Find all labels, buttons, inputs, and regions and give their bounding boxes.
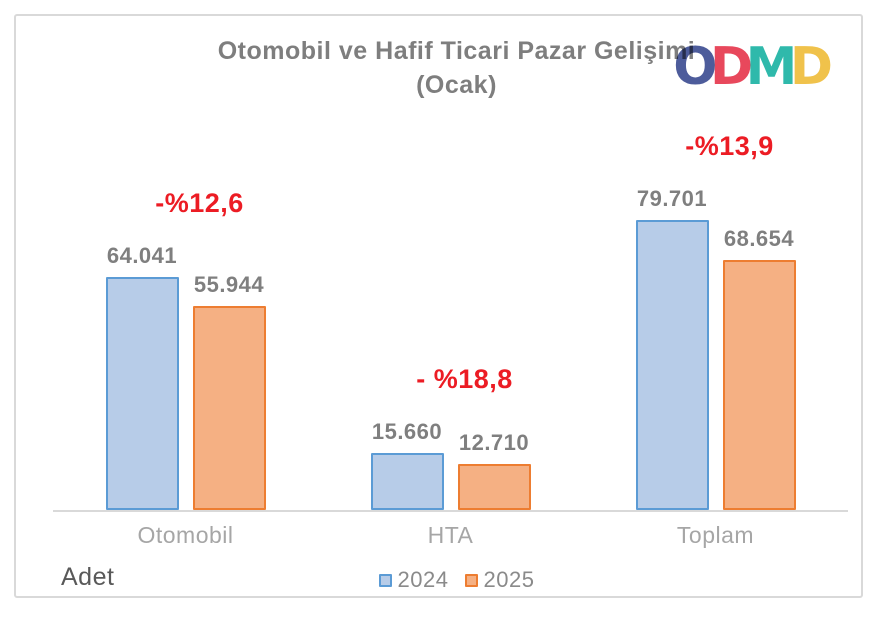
- bar-Toplam-2024: [635, 220, 709, 510]
- legend: 2024 2025: [16, 567, 881, 593]
- bar-HTA-2025: [457, 464, 531, 510]
- category-label-Otomobil: Otomobil: [137, 522, 234, 548]
- bar-Otomobil-2025: [192, 306, 266, 510]
- change-label-Toplam: -%13,9: [685, 131, 774, 161]
- logo-letter-3: D: [789, 37, 833, 97]
- legend-label: 2024: [397, 567, 449, 592]
- value-label-Toplam-2025: 68.654: [723, 226, 795, 251]
- category-label-Toplam: Toplam: [676, 522, 755, 548]
- odmd-logo: ODMD: [673, 38, 833, 98]
- chart-title-block: Otomobil ve Hafif Ticari Pazar Gelişimi …: [16, 34, 881, 102]
- legend-item-2025: 2025: [464, 567, 535, 593]
- bar-Otomobil-2024: [105, 277, 179, 510]
- logo-letter-1: D: [709, 37, 754, 97]
- value-label-HTA-2024: 15.660: [371, 419, 443, 444]
- value-label-HTA-2025: 12.710: [458, 430, 530, 455]
- bar-HTA-2024: [370, 453, 444, 510]
- chart-panel: Otomobil ve Hafif Ticari Pazar Gelişimi …: [14, 14, 863, 598]
- change-label-HTA: - %18,8: [416, 364, 513, 394]
- axis-unit-label: Adet: [61, 563, 115, 591]
- value-label-Otomobil-2024: 64.041: [106, 243, 178, 268]
- logo-letter-0: O: [673, 37, 718, 97]
- chart-subtitle: (Ocak): [416, 71, 497, 99]
- chart-title: Otomobil ve Hafif Ticari Pazar Gelişimi: [217, 37, 696, 65]
- change-label-Otomobil: -%12,6: [155, 188, 244, 218]
- logo-letter-2: M: [745, 37, 798, 97]
- legend-label: 2025: [483, 567, 535, 592]
- bar-Toplam-2025: [722, 260, 796, 510]
- legend-item-2024: 2024: [378, 567, 449, 593]
- value-label-Toplam-2024: 79.701: [636, 186, 708, 211]
- legend-swatch-2025: [464, 573, 478, 587]
- category-axis: Otomobil HTA Toplam: [53, 522, 848, 552]
- category-label-HTA: HTA: [427, 522, 474, 548]
- value-label-Otomobil-2025: 55.944: [193, 272, 265, 297]
- plot-area: 64.041 55.944 -%12,6 15.660 12.710 - %18,8 79.…: [53, 16, 848, 512]
- legend-swatch-2024: [378, 573, 392, 587]
